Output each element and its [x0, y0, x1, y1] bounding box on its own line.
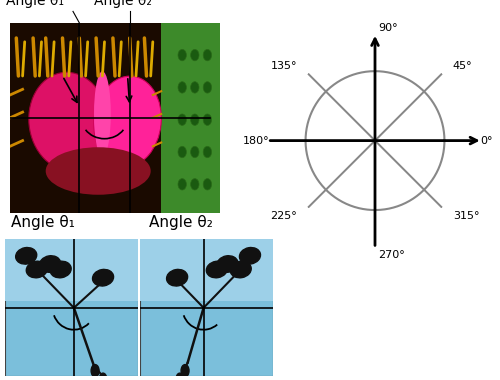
Ellipse shape	[203, 146, 211, 158]
Ellipse shape	[29, 72, 109, 171]
Ellipse shape	[190, 114, 199, 125]
Ellipse shape	[203, 82, 211, 93]
Bar	[5, 239, 138, 301]
Ellipse shape	[178, 146, 186, 158]
Ellipse shape	[94, 71, 111, 157]
Ellipse shape	[178, 114, 186, 125]
Ellipse shape	[178, 49, 186, 61]
Ellipse shape	[50, 261, 71, 278]
Ellipse shape	[166, 269, 188, 286]
Text: 0°: 0°	[480, 136, 493, 146]
Text: Angle θ₂: Angle θ₂	[148, 215, 212, 230]
Ellipse shape	[206, 261, 228, 278]
Text: 90°: 90°	[378, 23, 398, 33]
Ellipse shape	[203, 179, 211, 190]
Ellipse shape	[100, 373, 106, 380]
Ellipse shape	[190, 179, 199, 190]
Ellipse shape	[190, 49, 199, 61]
Ellipse shape	[94, 76, 162, 167]
Ellipse shape	[203, 114, 211, 125]
Ellipse shape	[230, 261, 251, 278]
Ellipse shape	[91, 364, 99, 377]
Bar	[140, 239, 272, 301]
Text: Angle θ₁: Angle θ₁	[6, 0, 64, 8]
Ellipse shape	[40, 256, 60, 272]
Ellipse shape	[203, 49, 211, 61]
Ellipse shape	[178, 82, 186, 93]
Bar	[161, 23, 220, 213]
Ellipse shape	[190, 82, 199, 93]
Ellipse shape	[16, 247, 36, 264]
Text: 225°: 225°	[270, 211, 297, 221]
Ellipse shape	[92, 269, 114, 286]
Text: 270°: 270°	[378, 250, 405, 260]
Ellipse shape	[26, 261, 48, 278]
Ellipse shape	[181, 364, 189, 377]
Text: 315°: 315°	[453, 211, 479, 221]
Bar	[10, 23, 161, 213]
Text: Angle θ₁: Angle θ₁	[11, 215, 75, 230]
Ellipse shape	[240, 247, 260, 264]
Text: 135°: 135°	[270, 60, 297, 71]
Ellipse shape	[190, 146, 199, 158]
Text: Angle θ₂: Angle θ₂	[94, 0, 152, 8]
Ellipse shape	[176, 373, 184, 380]
Ellipse shape	[178, 179, 186, 190]
Ellipse shape	[217, 256, 238, 272]
Text: 180°: 180°	[243, 136, 270, 146]
Ellipse shape	[46, 147, 150, 195]
Text: 45°: 45°	[453, 60, 472, 71]
